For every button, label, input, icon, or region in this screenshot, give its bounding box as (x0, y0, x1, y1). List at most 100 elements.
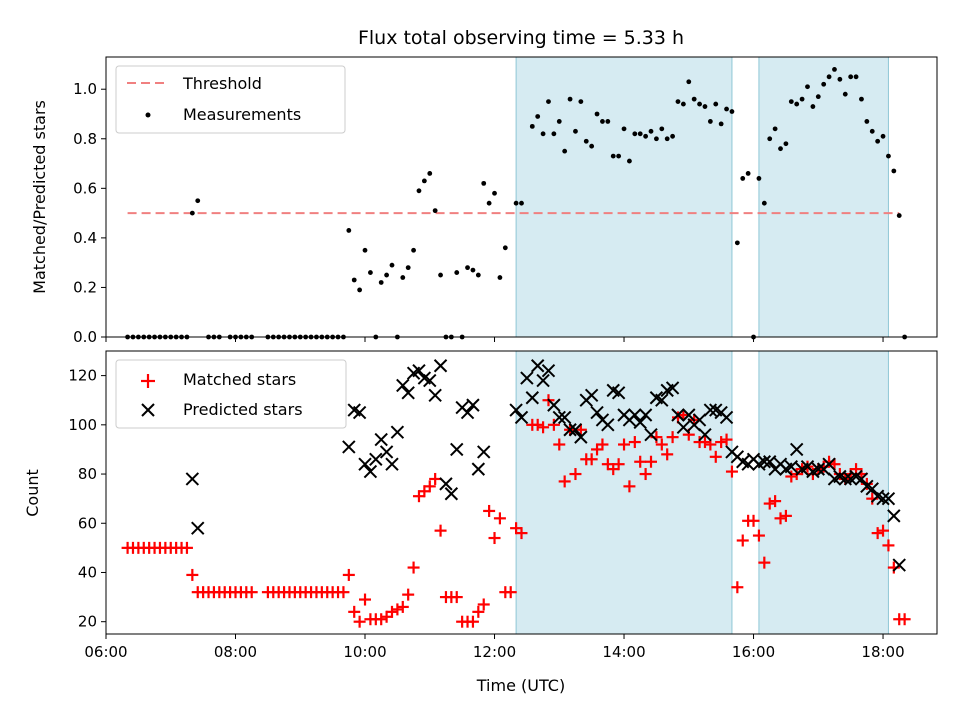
predicted-star-marker (590, 405, 604, 420)
legend-matched-label: Matched stars (183, 370, 296, 389)
measurement-point (621, 126, 627, 132)
matched-star-marker (348, 605, 361, 618)
matched-star-marker (618, 438, 631, 451)
matched-star-marker (774, 512, 787, 525)
measurement-point (767, 136, 773, 142)
measurement-point (470, 267, 476, 273)
measurement-point (691, 96, 697, 102)
matched-star-marker (758, 556, 771, 569)
measurement-point (546, 99, 551, 105)
predicted-star-marker (563, 423, 577, 437)
matched-star-marker (558, 475, 571, 488)
top-legend: Threshold Measurements (115, 65, 346, 134)
matched-star-marker (391, 603, 404, 616)
measurement-point (810, 104, 816, 109)
matched-star-marker (639, 468, 652, 481)
matched-star-marker (877, 524, 890, 537)
matched-star-marker (645, 455, 658, 468)
matched-star-marker (736, 534, 749, 547)
measurement-point (486, 200, 492, 206)
y-tick-label: 20 (78, 613, 97, 631)
matched-star-marker (785, 470, 798, 483)
measurement-point (400, 275, 406, 280)
predicted-star-marker (460, 405, 475, 420)
top-shaded-intervals (515, 56, 889, 338)
measurement-point (648, 128, 654, 134)
predicted-star-marker (865, 482, 879, 496)
x-tick-label: 16:00 (732, 643, 775, 661)
measurement-point (724, 106, 729, 112)
matched-star-marker (337, 586, 350, 599)
measurement-point (821, 81, 827, 87)
matched-star-marker (537, 421, 550, 434)
matched-star-marker (585, 453, 598, 466)
measurement-point (805, 84, 810, 90)
measurement-point (880, 133, 886, 139)
y-tick-label: 80 (78, 465, 97, 483)
legend-predicted-swatch (141, 403, 155, 417)
predicted-star-marker (536, 373, 550, 388)
shaded-interval-1 (758, 56, 889, 338)
bottom-legend: Matched stars Predicted stars (115, 359, 347, 429)
measurement-point (697, 101, 702, 107)
predicted-star-marker (655, 393, 669, 407)
matched-star-marker (715, 436, 728, 449)
measurement-point (351, 277, 357, 283)
predicted-star-marker (525, 391, 539, 405)
x-tick-label: 08:00 (214, 643, 257, 661)
matched-star-marker (747, 514, 760, 527)
shaded-interval-0 (515, 350, 733, 635)
measurement-point (832, 66, 837, 72)
measurement-point (362, 247, 368, 253)
predicted-star-marker (552, 410, 566, 425)
y-tick-label: 0.8 (73, 130, 97, 148)
legend-predicted-label: Predicted stars (183, 400, 303, 419)
measurement-point (740, 176, 746, 181)
measurement-point (346, 228, 352, 233)
matched-star-marker (450, 591, 463, 604)
measurement-point (357, 287, 363, 293)
predicted-star-marker (439, 477, 453, 491)
measurement-point (783, 141, 789, 147)
predicted-star-marker (477, 445, 491, 459)
measurement-point (540, 131, 546, 137)
matched-star-marker (472, 605, 485, 618)
predicted-star-marker (574, 430, 588, 444)
predicted-star-markers (185, 359, 906, 572)
matched-star-marker (763, 497, 776, 510)
predicted-star-marker (692, 413, 707, 427)
y-tick-label: 0.0 (73, 328, 97, 346)
predicted-star-marker (520, 371, 534, 385)
predicted-star-marker (584, 388, 599, 403)
predicted-star-marker (719, 410, 734, 425)
measurement-point (411, 247, 416, 253)
predicted-star-marker (822, 457, 836, 471)
measurement-point (610, 153, 616, 159)
predicted-star-marker (428, 388, 442, 403)
predicted-star-marker (352, 405, 367, 420)
bottom-y-ticks: 20 40 60 80 100 120 (68, 367, 106, 631)
measurement-point (864, 119, 870, 124)
predicted-star-marker (466, 398, 480, 412)
legend-threshold-label: Threshold (182, 74, 262, 93)
x-tick-label: 12:00 (473, 643, 516, 661)
measurement-point (702, 104, 708, 109)
bottom-plot-frame (105, 350, 938, 635)
measurement-point (886, 153, 891, 159)
y-tick-label: 60 (78, 514, 97, 532)
predicted-star-marker (541, 363, 556, 378)
top-legend-box (115, 65, 346, 134)
matched-star-marker (353, 615, 366, 628)
predicted-star-marker (703, 403, 718, 417)
measurement-point (427, 171, 433, 176)
matched-star-marker (623, 480, 636, 493)
bottom-shaded-intervals (515, 350, 889, 635)
measurement-point (875, 138, 881, 144)
measurement-point (659, 126, 665, 132)
top-panel: 0.0 0.2 0.4 0.6 0.8 1.0 Matched/Predicted sta… (30, 56, 938, 346)
matched-star-marker (396, 600, 409, 613)
matched-star-marker (698, 436, 711, 449)
matched-star-marker (779, 509, 792, 522)
measurement-point (405, 265, 411, 271)
measurement-point (432, 208, 438, 214)
